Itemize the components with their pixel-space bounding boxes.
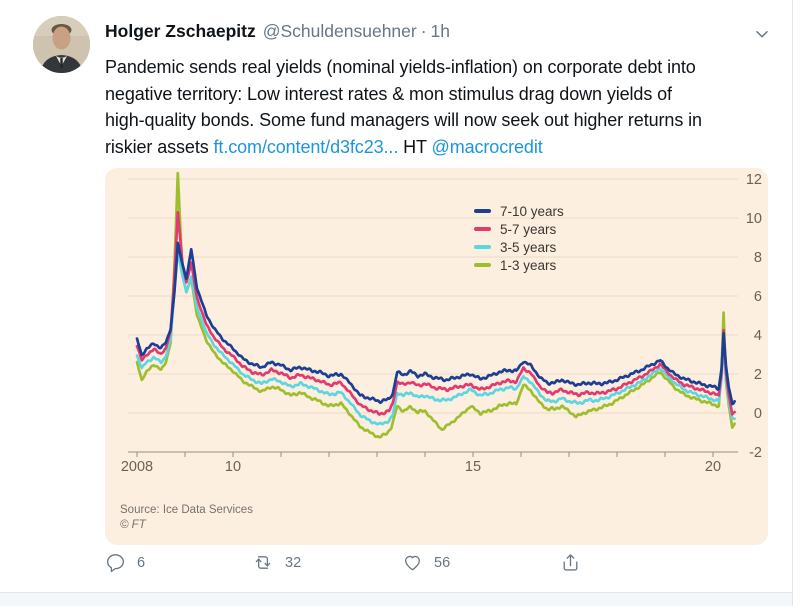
- y-axis-label: 2: [754, 367, 762, 383]
- copyright-text: © FT: [120, 519, 146, 531]
- x-axis-label: 10: [225, 459, 241, 475]
- y-axis-label: 8: [754, 250, 762, 266]
- chart-background: [105, 168, 768, 545]
- reply-count: 6: [137, 554, 146, 571]
- tweet-text-segment: HT: [398, 136, 432, 157]
- series-line-1-3-years: [135, 171, 736, 439]
- avatar[interactable]: [33, 16, 90, 73]
- chart-legend: 7-10 years 5-7 years 3-5 years 1-3 years: [474, 202, 564, 274]
- legend-label: 1-3 years: [500, 257, 557, 273]
- legend-item: 3-5 years: [474, 238, 564, 256]
- legend-item: 7-10 years: [474, 202, 564, 220]
- retweet-count: 32: [285, 554, 302, 571]
- tweet-text-segment: high-quality bonds. Some fund managers w…: [105, 110, 702, 130]
- tweet-text-line: high-quality bonds. Some fund managers w…: [105, 107, 702, 134]
- x-axis-label: 2008: [121, 459, 153, 475]
- avatar-portrait: [33, 16, 90, 73]
- series-line-7-10-years: [135, 241, 736, 406]
- share-button[interactable]: [560, 552, 592, 573]
- tweet-header: Holger Zschaepitz @Schuldensuehner · 1h: [105, 21, 768, 42]
- legend-label: 5-7 years: [500, 221, 557, 237]
- legend-label: 7-10 years: [500, 203, 564, 219]
- tweet-text-line: riskier assets ft.com/content/d3fc23... …: [105, 134, 702, 161]
- reply-icon: [106, 554, 125, 573]
- tweet-text-segment: riskier assets: [105, 136, 214, 157]
- series-line-3-5-years: [135, 250, 736, 426]
- author-handle[interactable]: @Schuldensuehner: [262, 21, 417, 41]
- x-axis-label: 15: [465, 459, 481, 475]
- x-axis-label: 20: [705, 459, 721, 475]
- share-icon: [563, 554, 578, 571]
- legend-swatch: [474, 226, 491, 232]
- legend-swatch: [474, 262, 491, 268]
- retweet-button[interactable]: 32: [252, 552, 301, 573]
- tweet-link[interactable]: @macrocredit: [431, 136, 543, 157]
- tweet-text-segment: negative territory: Low interest rates &…: [105, 83, 672, 104]
- y-axis-label: 12: [746, 172, 762, 188]
- legend-swatch: [474, 208, 491, 214]
- like-icon: [405, 555, 420, 571]
- tweet-link[interactable]: ft.com/content/d3fc23...: [213, 136, 399, 157]
- legend-item: 1-3 years: [474, 256, 564, 274]
- y-axis-label: 0: [754, 406, 762, 422]
- legend-label: 3-5 years: [500, 239, 557, 255]
- source-text: Source: Ice Data Services: [120, 504, 253, 516]
- legend-item: 5-7 years: [474, 220, 564, 238]
- tweet-actions: 6 32 56: [105, 552, 768, 584]
- tweet-timestamp[interactable]: 1h: [430, 21, 451, 41]
- chevron-down-icon[interactable]: [752, 24, 772, 49]
- timeline-right-border: [792, 0, 793, 606]
- tweet-divider: [0, 592, 792, 593]
- y-axis-label: 4: [754, 328, 762, 344]
- meta-separator: ·: [420, 21, 427, 41]
- tweet-body: Pandemic sends real yields (nominal yiel…: [105, 54, 702, 160]
- author-name[interactable]: Holger Zschaepitz: [105, 21, 256, 41]
- reply-button[interactable]: 6: [105, 552, 145, 573]
- next-tweet-strip: [0, 593, 792, 606]
- tweet-text-segment: Pandemic sends real yields (nominal yiel…: [105, 57, 696, 77]
- tweet-text-line: negative territory: Low interest rates &…: [105, 81, 702, 108]
- y-axis-label: 6: [754, 289, 762, 305]
- tweet-text-line: Pandemic sends real yields (nominal yiel…: [105, 54, 702, 81]
- series-line-5-7-years: [135, 210, 736, 416]
- y-axis-label: -2: [749, 445, 762, 461]
- chart-card[interactable]: 12 10 8 6 4 2 0 -2 2008 10 15 20 7-10 years 5-7 year…: [105, 168, 768, 545]
- chart-source: Source: Ice Data Services © FT: [120, 503, 253, 533]
- like-button[interactable]: 56: [402, 552, 450, 573]
- y-axis-label: 10: [746, 211, 762, 227]
- like-count: 56: [434, 554, 451, 571]
- legend-swatch: [474, 244, 491, 250]
- retweet-icon: [255, 556, 271, 569]
